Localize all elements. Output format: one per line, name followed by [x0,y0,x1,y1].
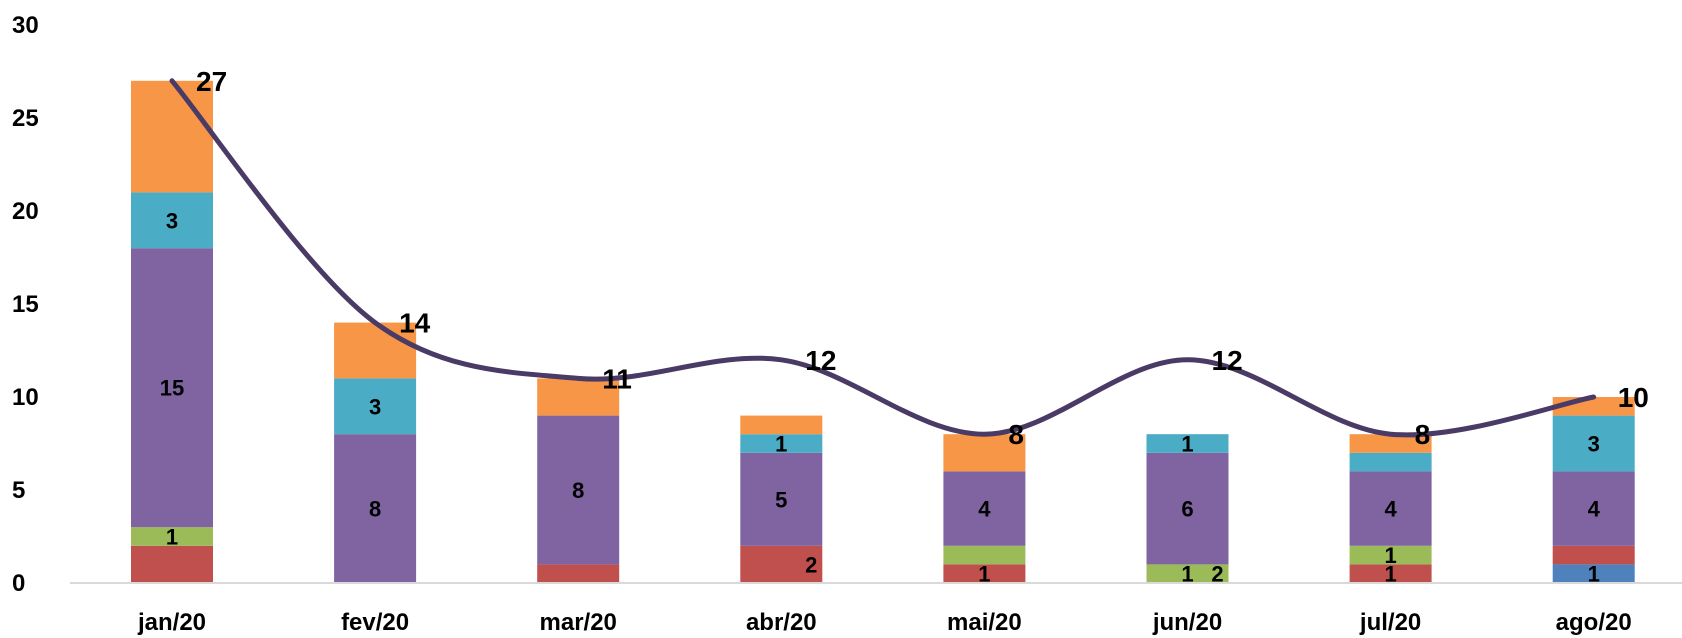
y-tick-label: 5 [12,477,25,504]
segment-value-label: 1 [166,525,178,550]
bar-segment [1349,434,1432,453]
bar-segment [943,564,1026,583]
bar-segment [1349,564,1432,583]
bar-segment [334,378,417,435]
segment-value-label: 1 [1588,562,1600,587]
bar-segment [537,564,620,583]
bar-segment [537,415,620,565]
segment-value-label: 8 [572,478,584,503]
bar-segment [1349,452,1432,472]
y-tick-label: 0 [12,570,25,597]
bar-segment [1146,434,1229,453]
x-axis: jan/20 fev/20 mar/20 abr/20 mai/20 jun/20 jul/… [70,582,1682,636]
total-value-label: 27 [196,66,227,97]
segment-value-label: 8 [369,497,381,522]
bar-segment [943,545,1026,565]
bar-segment [1552,564,1635,583]
bar-segment [1146,564,1229,583]
bar-segment [740,415,823,435]
segment-value-label: 4 [978,497,991,522]
segment-value-label: 1 [1181,432,1193,457]
bar-segment [740,452,823,546]
x-tick-label: mai/20 [947,609,1022,636]
y-tick-label: 10 [12,384,39,411]
segment-value-label: 3 [166,208,178,233]
x-tick-label: jun/20 [1152,609,1222,636]
bar-segment [131,527,213,546]
x-tick-label: abr/20 [746,609,817,636]
segment-value-label: 2 [805,552,817,577]
bar-segment [1349,471,1432,546]
total-line-layer [169,78,1597,438]
segment-value-label: 1 [1384,562,1396,587]
bar-segment [537,378,620,416]
bar-segment [740,545,823,583]
total-value-label: 8 [1415,419,1431,450]
bar-segment [131,545,213,583]
bars-layer [131,80,1635,583]
bar-segment [1552,545,1635,565]
total-value-label: 11 [602,363,632,394]
x-tick-label: jan/20 [137,609,206,636]
bar-segment [943,471,1026,546]
total-value-label: 10 [1618,382,1649,413]
segment-value-label: 3 [1588,432,1600,457]
x-tick-label: mar/20 [540,609,617,636]
total-value-label: 12 [1212,345,1243,376]
bar-segment [334,322,417,379]
y-tick-label: 15 [12,291,39,318]
segment-value-label: 1 [1181,562,1193,587]
y-tick-label: 20 [12,198,39,225]
segment-value-label: 1 [775,432,787,457]
y-tick-label: 30 [12,12,39,39]
segment-value-label: 15 [160,376,184,401]
x-tick-label: ago/20 [1556,609,1632,636]
segment-value-label: 1 [1384,543,1396,568]
total-value-label: 12 [805,345,836,376]
total-value-label: 8 [1008,419,1024,450]
bar-segment [131,192,213,249]
x-tick-label: fev/20 [341,609,409,636]
bar-segment [131,80,213,193]
bar-segment [1146,452,1229,565]
bar-segment [740,434,823,453]
y-tick-label: 25 [12,105,39,132]
bar-segment [334,434,417,583]
segment-value-label: 4 [1588,497,1601,522]
total-value-label: 14 [399,308,431,339]
segment-value-label: 1 [978,562,990,587]
bar-segment [943,434,1026,472]
x-tick-label: jul/20 [1359,609,1421,636]
segment-value-label: 5 [775,487,787,512]
total-line [169,78,1597,438]
y-axis: 0 5 10 15 20 25 30 [12,12,39,597]
segment-value-label: 6 [1181,497,1193,522]
bar-segment [1349,545,1432,565]
bar-segment [1552,415,1635,472]
bar-segment [1552,471,1635,546]
segment-value-label: 2 [1211,562,1223,587]
segment-value-label: 3 [369,394,381,419]
segment-value-label: 4 [1384,497,1397,522]
bar-segment [131,248,213,528]
